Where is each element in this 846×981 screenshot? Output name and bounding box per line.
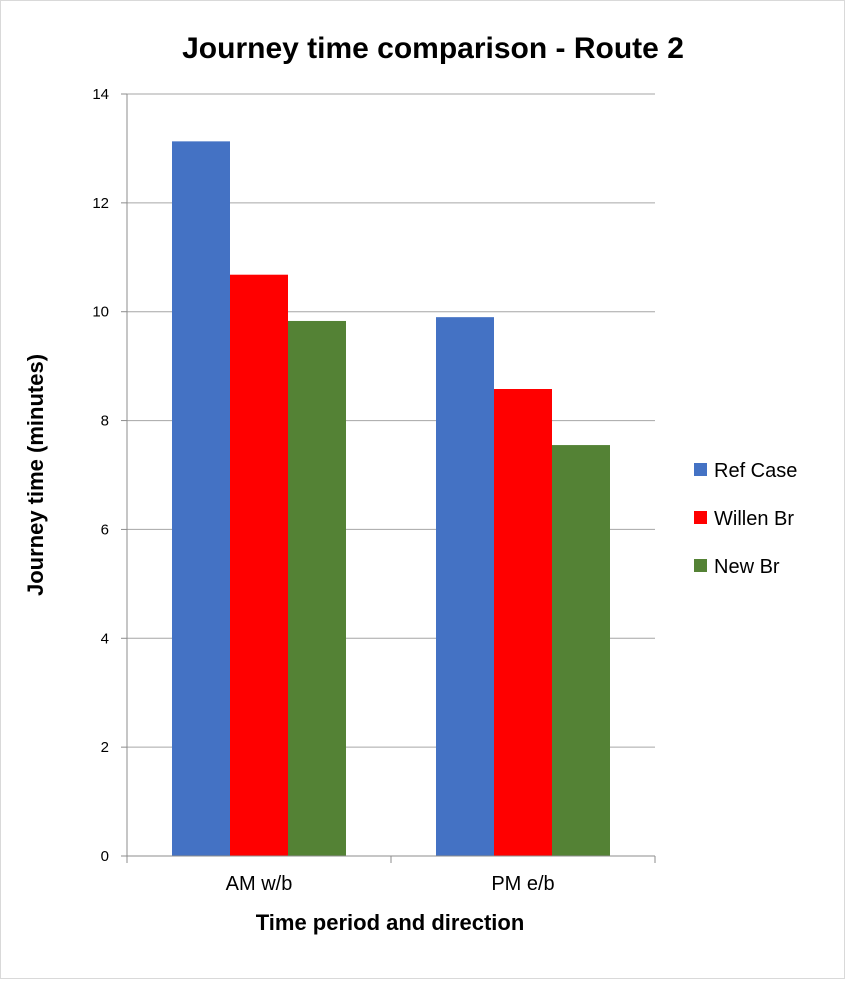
y-tick-label: 10 xyxy=(92,304,109,321)
legend-swatch xyxy=(694,559,707,572)
y-tick-label: 0 xyxy=(101,848,109,865)
legend-swatch xyxy=(694,463,707,476)
bar-new-br xyxy=(288,320,346,856)
y-tick-label: 12 xyxy=(92,195,109,212)
legend-label: New Br xyxy=(714,556,780,578)
legend: Ref Case Willen Br New Br xyxy=(694,460,797,578)
x-category-label: PM e/b xyxy=(491,873,554,895)
bars xyxy=(172,141,610,857)
y-axis-title: Journey time (minutes) xyxy=(23,354,48,596)
x-category-label: AM w/b xyxy=(226,873,293,895)
x-axis-title: Time period and direction xyxy=(256,910,525,935)
x-category-labels: AM w/b PM e/b xyxy=(226,873,555,895)
bar-ref-case xyxy=(436,317,494,857)
legend-label: Willen Br xyxy=(714,508,794,530)
y-tick-label: 8 xyxy=(101,413,109,430)
y-tick-labels: 0 2 4 6 8 10 12 14 xyxy=(92,86,109,865)
bar-willen-br xyxy=(494,389,552,856)
axes xyxy=(121,93,656,863)
bar-new-br xyxy=(552,445,610,856)
bar-ref-case xyxy=(172,141,230,857)
legend-swatch xyxy=(694,511,707,524)
legend-label: Ref Case xyxy=(714,460,797,482)
y-tick-label: 4 xyxy=(101,630,109,647)
y-tick-label: 14 xyxy=(92,86,109,103)
y-tick-label: 2 xyxy=(101,739,109,756)
y-tick-label: 6 xyxy=(101,521,109,538)
chart-title: Journey time comparison - Route 2 xyxy=(182,32,684,65)
bar-willen-br xyxy=(230,274,288,856)
